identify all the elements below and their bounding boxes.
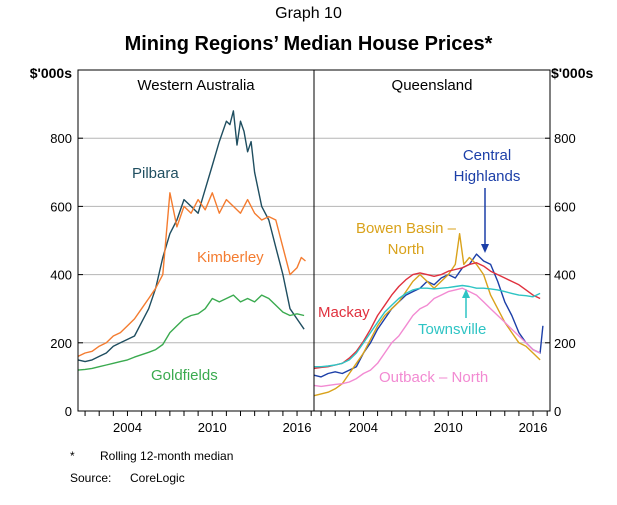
y-tick-label: 0 xyxy=(554,404,561,419)
annotation-bowen-basin-line2: North xyxy=(388,241,425,258)
y-axis-label-left: $'000s xyxy=(30,65,72,81)
arrowhead-townsville xyxy=(462,289,470,298)
source-label: Source: xyxy=(70,471,112,485)
x-tick-label: 2010 xyxy=(434,420,463,435)
annotation-bowen-basin-line1: Bowen Basin – xyxy=(356,220,457,237)
series-line-goldfields xyxy=(77,294,305,371)
series-line-outback-north xyxy=(313,287,541,388)
series-line-pilbara xyxy=(77,110,305,363)
annotation-outback-north: Outback – North xyxy=(379,369,488,386)
footnote-text: Rolling 12-month median xyxy=(100,449,234,463)
axis-ticks: 0 200 400 600 800 2004 2010 2016 0 200 400 600 800 20… xyxy=(50,131,575,435)
y-tick-label: 600 xyxy=(554,199,576,214)
series-lines-western-australia xyxy=(77,110,306,371)
x-tick-label: 2004 xyxy=(349,420,378,435)
annotation-central-highlands-line1: Central xyxy=(463,147,511,164)
series-lines-queensland xyxy=(313,233,544,397)
series-line-kimberley xyxy=(77,192,306,358)
y-tick-label: 400 xyxy=(554,268,576,283)
y-tick-label: 600 xyxy=(50,199,72,214)
y-axis-label-right: $'000s xyxy=(551,65,593,81)
panel-frame-western-australia xyxy=(77,69,315,412)
panel-frame-queensland xyxy=(313,69,551,412)
y-tick-label: 200 xyxy=(554,336,576,351)
gridlines xyxy=(78,137,550,344)
series-line-mackay xyxy=(313,262,541,370)
x-tick-label: 2004 xyxy=(113,420,142,435)
x-tick-label: 2010 xyxy=(198,420,227,435)
annotation-goldfields: Goldfields xyxy=(151,367,218,384)
annotation-mackay: Mackay xyxy=(318,304,370,321)
y-tick-label: 200 xyxy=(50,336,72,351)
annotation-townsville: Townsville xyxy=(418,321,486,338)
panel-title-western-australia: Western Australia xyxy=(137,77,255,94)
annotation-central-highlands-line2: Highlands xyxy=(454,168,521,185)
y-tick-label: 0 xyxy=(65,404,72,419)
y-tick-label: 800 xyxy=(554,131,576,146)
arrowhead-central-highlands xyxy=(481,244,489,253)
annotation-kimberley: Kimberley xyxy=(197,249,264,266)
chart-title: Mining Regions’ Median House Prices* xyxy=(124,33,493,55)
series-line-bowen-basin-north xyxy=(313,233,541,397)
panel-title-queensland: Queensland xyxy=(392,77,473,94)
footnote-mark: * xyxy=(70,449,75,463)
y-tick-label: 400 xyxy=(50,268,72,283)
y-tick-label: 800 xyxy=(50,131,72,146)
source-text: CoreLogic xyxy=(130,471,185,485)
annotation-pilbara: Pilbara xyxy=(132,165,179,182)
series-line-townsville xyxy=(314,284,541,368)
graph-number: Graph 10 xyxy=(275,5,342,22)
x-tick-label: 2016 xyxy=(519,420,548,435)
x-tick-label: 2016 xyxy=(283,420,312,435)
